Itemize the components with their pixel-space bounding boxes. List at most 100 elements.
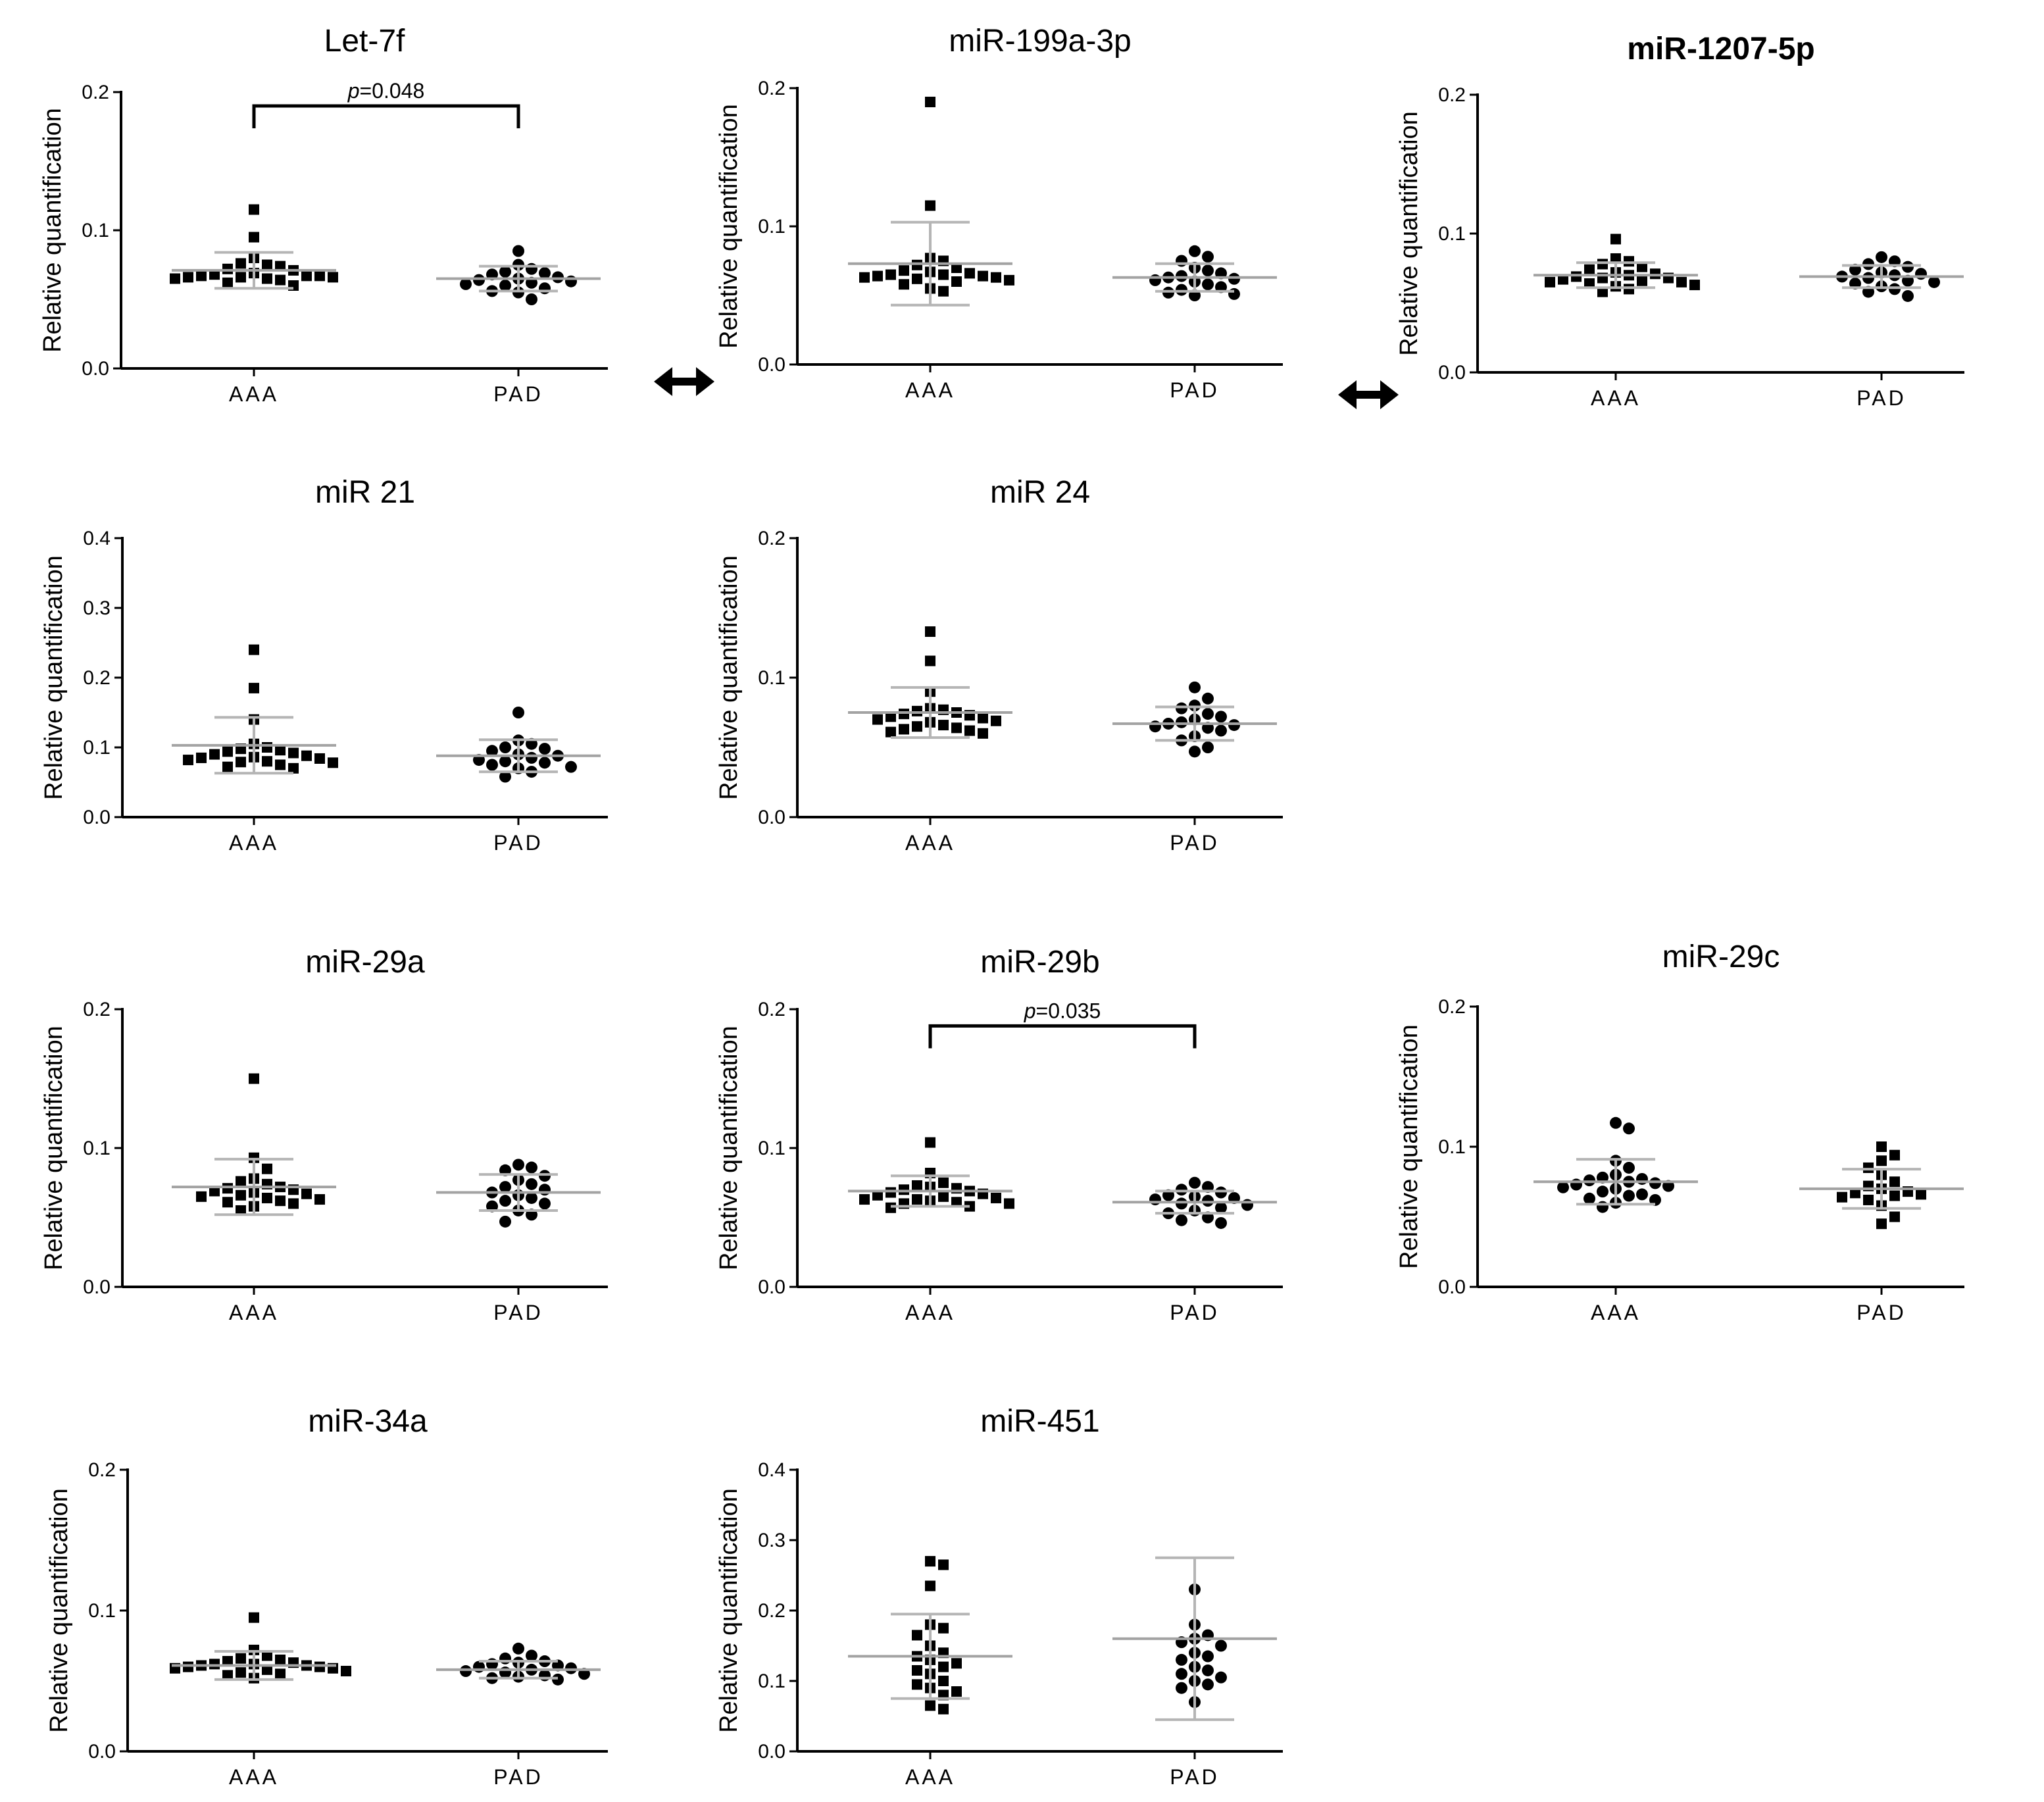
- data-point: [1176, 255, 1187, 267]
- y-tick-label: 0.0: [758, 807, 785, 828]
- data-point: [1176, 702, 1187, 714]
- data-point: [1189, 1176, 1201, 1189]
- data-point: [275, 274, 286, 286]
- data-point: [1583, 1174, 1595, 1187]
- y-tick-label: 0.1: [1438, 1136, 1466, 1158]
- data-point: [499, 1652, 511, 1664]
- panel-mir-21: miR 21 0.0 0.1 0.2 0.3 0.4 Relative quantifica…: [40, 475, 608, 855]
- data-point: [486, 745, 498, 757]
- panel-title: miR-29c: [1662, 939, 1780, 974]
- data-point: [170, 273, 180, 284]
- y-tick-label: 0.2: [758, 528, 785, 549]
- data-point: [262, 742, 272, 753]
- data-point: [275, 1668, 286, 1680]
- data-point: [1215, 724, 1227, 737]
- data-point: [1228, 719, 1240, 732]
- panel-title: miR-199a-3p: [949, 24, 1131, 59]
- data-point: [236, 1176, 246, 1187]
- data-point: [1149, 720, 1161, 733]
- y-tick-label: 0.0: [83, 807, 111, 828]
- data-point: [301, 750, 312, 761]
- y-tick-label: 0.1: [758, 1670, 785, 1692]
- data-point: [236, 272, 246, 283]
- y-tick-label: 0.1: [758, 667, 785, 689]
- data-point: [249, 204, 259, 215]
- data-point: [1649, 1177, 1661, 1189]
- data-point: [1202, 692, 1214, 705]
- data-point: [1202, 251, 1214, 263]
- data-point: [912, 1664, 922, 1676]
- data-point: [1215, 1671, 1227, 1684]
- panel-title: miR-29a: [305, 945, 425, 980]
- data-point: [912, 721, 922, 732]
- panel-mir-34a: miR-34a 0.0 0.1 0.2 Relative quantification A…: [45, 1404, 608, 1789]
- data-point: [1597, 1186, 1608, 1198]
- series-aaa: [170, 1612, 351, 1684]
- panel-title: miR-1207-5p: [1627, 32, 1814, 66]
- y-axis-label: Relative quantification: [715, 104, 743, 349]
- data-point: [964, 725, 975, 736]
- data-point: [236, 258, 246, 269]
- data-point: [1176, 1653, 1187, 1666]
- data-point: [1623, 1189, 1635, 1202]
- x-tick-label-pad: PAD: [1170, 831, 1219, 855]
- data-point: [899, 279, 909, 290]
- data-point: [1889, 1149, 1900, 1161]
- panel-mir-1207-5p: miR-1207-5p 0.0 0.1 0.2 Relative quantificat…: [1395, 32, 1964, 410]
- data-point: [1623, 1122, 1635, 1135]
- y-tick-label: 0.1: [758, 216, 785, 238]
- x-tick-label-aaa: AAA: [1591, 386, 1641, 410]
- panel-let-7f: Let-7f 0.0 0.1 0.2 Relative quantification AA…: [39, 24, 608, 406]
- data-point: [925, 1137, 935, 1148]
- y-axis-label: Relative quantification: [715, 1488, 743, 1733]
- data-point: [196, 270, 207, 282]
- data-point: [1928, 276, 1940, 288]
- panel-mir-29b: miR-29b 0.0 0.1 0.2 Relative quantification A…: [715, 945, 1283, 1324]
- data-point: [978, 270, 988, 282]
- data-point: [1202, 741, 1214, 753]
- x-tick-label-aaa: AAA: [229, 1301, 279, 1324]
- data-point: [912, 273, 922, 284]
- y-tick-label: 0.1: [82, 220, 109, 241]
- data-point: [912, 1180, 922, 1191]
- data-point: [499, 770, 511, 783]
- y-axis-label: Relative quantification: [1395, 111, 1423, 356]
- data-point: [938, 1177, 949, 1188]
- data-point: [499, 1215, 511, 1228]
- data-point: [1228, 272, 1240, 285]
- data-point: [183, 755, 193, 766]
- x-tick-label-pad: PAD: [1170, 1301, 1219, 1324]
- data-point: [1241, 1199, 1253, 1211]
- data-point: [1176, 716, 1187, 728]
- data-point: [991, 1192, 1001, 1203]
- y-axis-label: Relative quantification: [39, 108, 66, 353]
- y-tick-label: 0.4: [83, 528, 111, 549]
- data-point: [1863, 1162, 1874, 1173]
- data-point: [1215, 1201, 1227, 1214]
- data-point: [539, 1184, 551, 1196]
- data-point: [275, 1195, 286, 1207]
- data-point: [951, 1197, 962, 1208]
- data-point: [1676, 276, 1687, 288]
- x-tick-label-aaa: AAA: [229, 831, 279, 855]
- data-point: [539, 1197, 551, 1210]
- data-point: [249, 232, 259, 243]
- data-point: [236, 1205, 246, 1216]
- data-point: [1571, 271, 1582, 282]
- data-point: [1624, 284, 1634, 295]
- series-pad: [436, 1642, 601, 1686]
- data-point: [552, 1673, 564, 1686]
- data-point: [938, 1703, 949, 1714]
- data-point: [1902, 261, 1914, 273]
- data-point: [925, 1580, 935, 1591]
- data-point: [885, 726, 896, 738]
- data-point: [1202, 1195, 1214, 1207]
- data-point: [1202, 264, 1214, 277]
- data-point: [314, 1661, 325, 1672]
- data-point: [222, 277, 233, 288]
- x-tick-label-pad: PAD: [493, 1765, 543, 1789]
- data-point: [236, 1667, 246, 1678]
- data-point: [1889, 1176, 1900, 1188]
- data-point: [288, 1198, 299, 1209]
- data-point: [1862, 272, 1874, 284]
